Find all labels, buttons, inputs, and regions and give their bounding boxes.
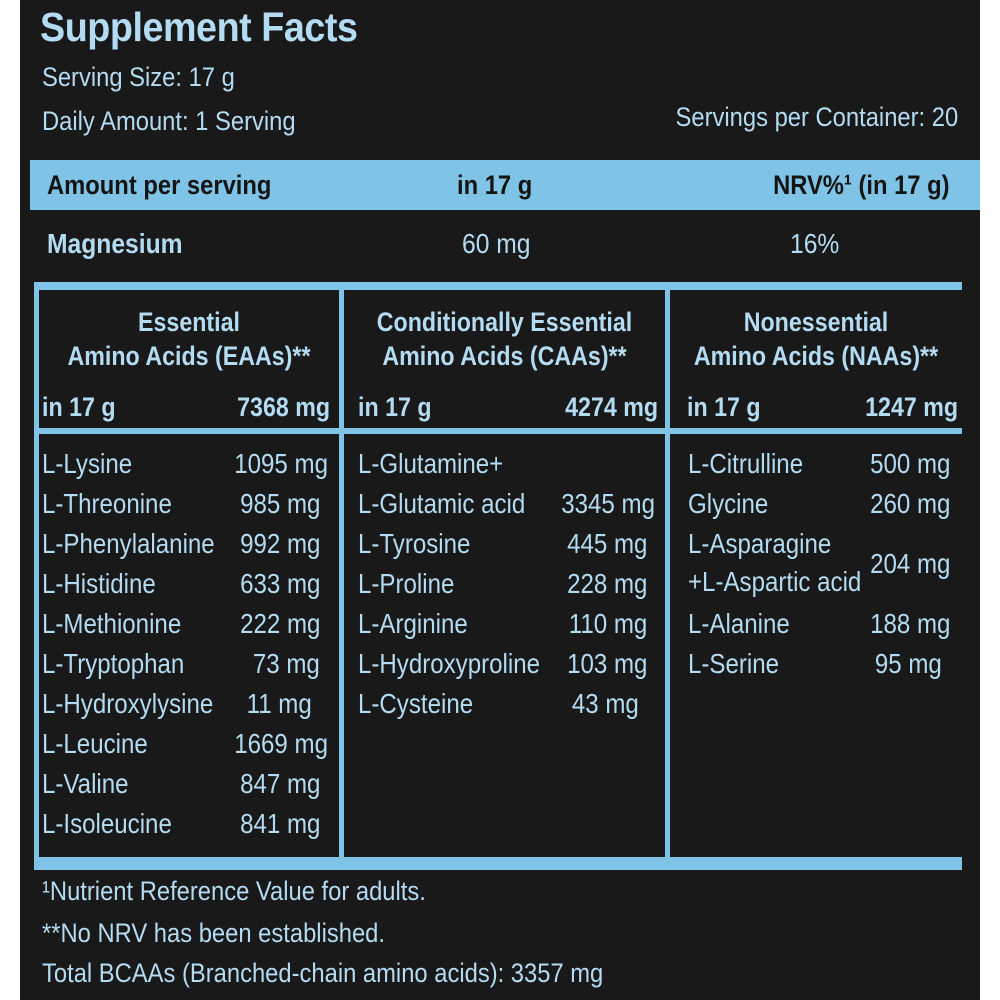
list-item-value: 110 mg xyxy=(568,608,647,639)
list-item-value: 188 mg xyxy=(869,608,950,639)
naa-total-label: in 17 g xyxy=(687,392,761,422)
list-item-name: L-Tryptophan xyxy=(42,648,185,679)
list-item-value: 1095 mg xyxy=(234,448,328,479)
magnesium-amount: 60 mg xyxy=(462,228,531,259)
eaa-total-label: in 17 g xyxy=(42,392,116,422)
list-item-value: 500 mg xyxy=(869,448,950,479)
list-item-name: L-Glutamic acid xyxy=(358,488,526,519)
list-item-value: 445 mg xyxy=(566,528,647,559)
list-item-value: 73 mg xyxy=(253,648,320,679)
list-item-value: 847 mg xyxy=(239,768,320,799)
footnote-no-nrv: **No NRV has been established. xyxy=(42,918,385,948)
list-item-name: L-Hydroxylysine xyxy=(42,688,214,719)
caa-total-value: 4274 mg xyxy=(565,392,658,422)
list-item-value: 228 mg xyxy=(566,568,647,599)
serving-size: Serving Size: 17 g xyxy=(42,62,235,92)
list-item-name: L-Glutamine+ xyxy=(358,448,504,479)
group-header-divider xyxy=(34,428,962,434)
servings-per-container: Servings per Container: 20 xyxy=(675,102,958,132)
list-item-value: 43 mg xyxy=(572,688,639,719)
list-item-value: 992 mg xyxy=(239,528,320,559)
table-bottom-border xyxy=(34,857,962,870)
list-item-name: L-Lysine xyxy=(42,448,133,479)
column-divider-2 xyxy=(665,290,670,860)
list-item-name: L-Phenylalanine xyxy=(42,528,215,559)
list-item-value: 204 mg xyxy=(869,548,950,579)
list-item-name: L-Threonine xyxy=(42,488,172,519)
page-title: Supplement Facts xyxy=(40,4,358,50)
naa-group-title: Nonessential Amino Acids (NAAs)** xyxy=(693,307,939,371)
list-item-name: L-Hydroxyproline xyxy=(358,648,541,679)
eaa-group-title: Essential Amino Acids (EAAs)** xyxy=(67,307,311,371)
column-divider-1 xyxy=(339,290,344,860)
list-item-value: 633 mg xyxy=(239,568,320,599)
list-item-name: L-Proline xyxy=(358,568,455,599)
supplement-facts-panel: Supplement Facts Serving Size: 17 g Dail… xyxy=(20,0,980,1000)
list-item-name: L-Serine xyxy=(688,648,780,679)
list-item-name: L-Valine xyxy=(42,768,129,799)
list-item-name: L-Methionine xyxy=(42,608,182,639)
footnote-bcaa-total: Total BCAAs (Branched-chain amino acids)… xyxy=(42,958,604,988)
list-item-name: L-Asparagine xyxy=(688,528,832,559)
list-item-name: L-Citrulline xyxy=(688,448,804,479)
list-item-name: L-Cysteine xyxy=(358,688,474,719)
daily-amount: Daily Amount: 1 Serving xyxy=(42,106,296,136)
list-item-value: 3345 mg xyxy=(561,488,655,519)
list-item-value: 260 mg xyxy=(869,488,950,519)
amount-per-serving-header: Amount per serving xyxy=(47,170,272,200)
caa-group-title: Conditionally Essential Amino Acids (CAAs… xyxy=(376,307,633,371)
list-item-name: L-Isoleucine xyxy=(42,808,172,839)
table-left-border xyxy=(34,282,39,870)
list-item-name: L-Leucine xyxy=(42,728,148,759)
magnesium-label: Magnesium xyxy=(47,228,183,259)
list-item-value: 11 mg xyxy=(246,688,312,719)
eaa-total-value: 7368 mg xyxy=(237,392,330,422)
nrv-header: NRV%¹ (in 17 g) xyxy=(773,170,950,200)
list-item-name: L-Histidine xyxy=(42,568,156,599)
naa-total-value: 1247 mg xyxy=(865,392,958,422)
caa-total-label: in 17 g xyxy=(358,392,432,422)
list-item-value: 985 mg xyxy=(239,488,320,519)
list-item-value: 1669 mg xyxy=(234,728,328,759)
list-item-name: L-Alanine xyxy=(688,608,790,639)
header-band xyxy=(30,160,980,210)
list-item-value: 841 mg xyxy=(239,808,320,839)
list-item-name: Glycine xyxy=(688,488,769,519)
footnote-nrv: ¹Nutrient Reference Value for adults. xyxy=(42,876,426,906)
list-item-name-2: +L-Aspartic acid xyxy=(688,566,862,597)
list-item-value: 222 mg xyxy=(239,608,320,639)
in-17g-header: in 17 g xyxy=(457,170,533,200)
list-item-value: 95 mg xyxy=(875,648,942,679)
magnesium-nrv: 16% xyxy=(790,228,840,259)
list-item-name: L-Arginine xyxy=(358,608,468,639)
list-item-value: 103 mg xyxy=(566,648,647,679)
list-item-name: L-Tyrosine xyxy=(358,528,471,559)
table-top-border xyxy=(34,282,962,290)
